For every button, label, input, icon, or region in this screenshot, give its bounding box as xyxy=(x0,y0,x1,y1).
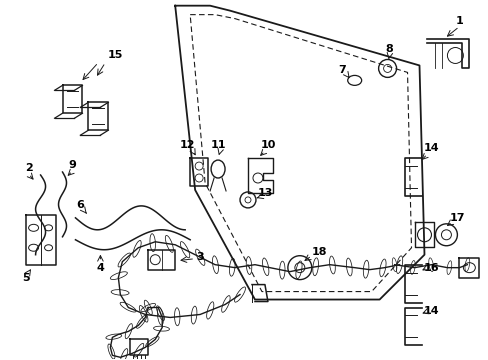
Text: 4: 4 xyxy=(96,263,104,273)
Text: 12: 12 xyxy=(179,140,195,150)
Text: 8: 8 xyxy=(385,44,393,54)
Text: 14: 14 xyxy=(423,306,438,316)
Text: 7: 7 xyxy=(337,66,345,76)
Text: 18: 18 xyxy=(311,247,327,257)
Text: 13: 13 xyxy=(257,188,272,198)
Text: 1: 1 xyxy=(455,15,462,26)
Text: 6: 6 xyxy=(77,200,84,210)
Text: 10: 10 xyxy=(260,140,275,150)
Text: 16: 16 xyxy=(423,263,438,273)
Text: 15: 15 xyxy=(107,50,123,60)
Text: 17: 17 xyxy=(449,213,464,223)
Text: 2: 2 xyxy=(25,163,32,173)
Text: 3: 3 xyxy=(196,252,203,262)
Text: 14: 14 xyxy=(423,143,438,153)
Text: 9: 9 xyxy=(68,160,76,170)
Text: 11: 11 xyxy=(210,140,225,150)
Text: 5: 5 xyxy=(22,273,29,283)
